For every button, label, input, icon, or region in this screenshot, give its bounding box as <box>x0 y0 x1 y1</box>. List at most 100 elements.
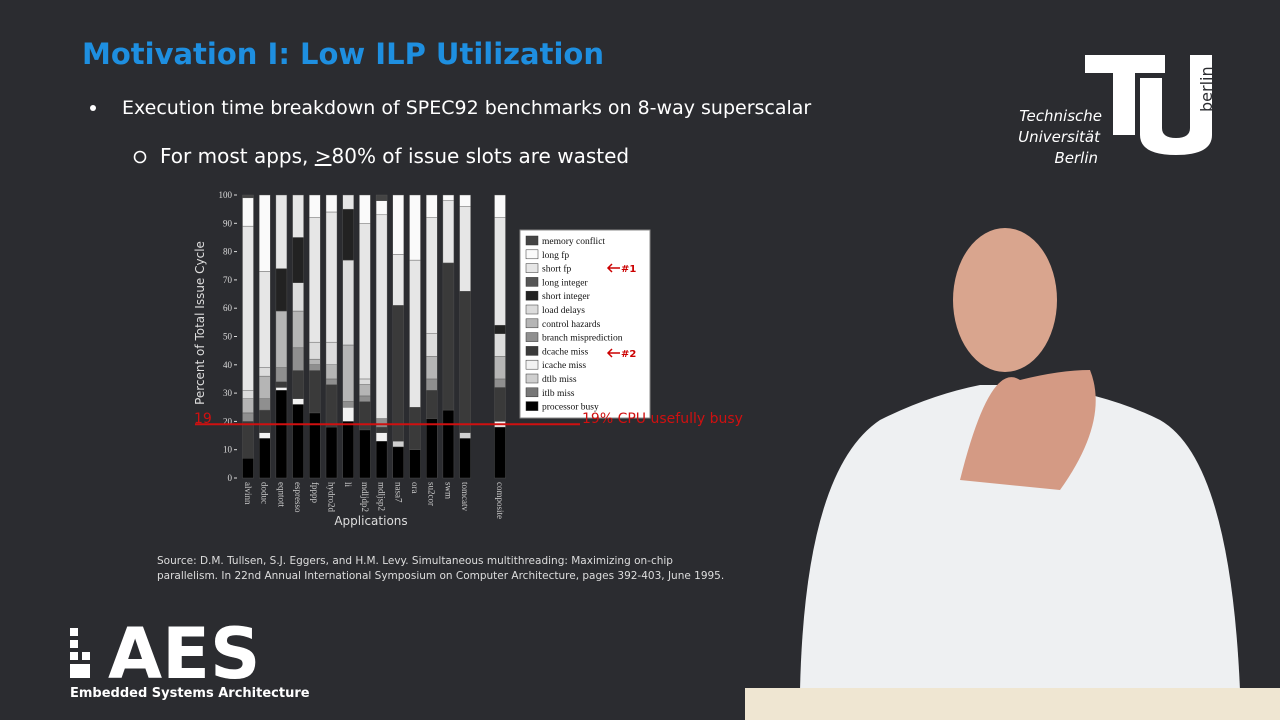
bar-segment <box>409 259 421 408</box>
bar-segment <box>442 194 455 201</box>
bar-segment <box>259 409 271 433</box>
y-tick-label: 10 <box>223 445 233 455</box>
bullet: Execution time breakdown of SPEC92 bench… <box>122 97 811 119</box>
bar-segment <box>426 418 438 479</box>
source: Source: D.M. Tullsen, S.J. Eggers, and H… <box>157 555 673 567</box>
bar-segment <box>325 364 338 380</box>
legend-label: branch misprediction <box>542 334 623 344</box>
legend-swatch <box>525 304 539 315</box>
bar-segment <box>375 194 388 201</box>
bar-segment <box>325 341 338 366</box>
bar-segment <box>242 225 254 391</box>
bar-segment <box>375 432 388 442</box>
legend-label: dtlb miss <box>542 375 577 385</box>
y-tick-label: 60 <box>223 303 233 313</box>
bar-segment <box>375 441 388 479</box>
bar-segment <box>292 404 304 479</box>
bar-segment <box>242 390 254 399</box>
y-tick-label: 90 <box>223 218 233 228</box>
bar-segment <box>459 438 471 479</box>
bar-segment <box>359 378 371 385</box>
legend-label: memory conflict <box>542 236 605 247</box>
busy-value: 19 <box>194 411 212 427</box>
slide-title: Motivation I: Low ILP Utilization <box>82 37 604 71</box>
x-tick-label: espresso <box>293 482 303 513</box>
arrow <box>606 263 620 273</box>
legend-box <box>519 229 651 419</box>
bar-segment <box>494 387 506 422</box>
bar-segment <box>292 282 304 312</box>
x-tick-label: alvinn <box>243 482 253 505</box>
bar-segment <box>242 421 254 459</box>
bar-segment <box>292 310 304 349</box>
bar-segment <box>342 344 354 402</box>
bar-segment <box>259 432 271 439</box>
bar-segment <box>494 378 506 388</box>
bar-segment <box>392 441 404 448</box>
legend-label: long integer <box>542 278 588 288</box>
bar-segment <box>342 259 354 346</box>
bar-segment <box>359 223 371 380</box>
x-tick-label: nasa7 <box>393 482 403 503</box>
bar-segment <box>259 367 271 377</box>
x-axis-label: Applications <box>334 514 407 528</box>
bar-segment <box>426 333 438 357</box>
bar-segment <box>259 438 271 479</box>
y-tick-label: 20 <box>223 416 233 426</box>
bar-segment <box>426 378 438 391</box>
y-tick-label: 100 <box>219 190 233 200</box>
bar-segment <box>442 409 455 479</box>
bar-segment <box>292 370 304 399</box>
x-tick-label: su2cor <box>427 482 437 506</box>
bar-segment <box>242 457 254 479</box>
bar-segment <box>375 214 388 419</box>
bar-segment <box>342 194 354 210</box>
bar-segment <box>275 390 288 479</box>
bar-segment <box>375 418 388 428</box>
bar-segment <box>392 254 404 306</box>
aes: AES <box>108 613 260 695</box>
bar-segment <box>359 194 371 224</box>
legend-swatch <box>525 387 539 398</box>
bar-segment <box>275 367 288 382</box>
bar-segment <box>494 194 506 218</box>
bar-segment <box>392 446 404 479</box>
x-tick-label: hydro2d <box>327 482 337 512</box>
chart: 0 10 20 30 40 50 60 70 80 90 100 Percent of Total I… <box>193 190 743 528</box>
bar-segment <box>325 426 338 479</box>
annotation: #2 <box>621 349 636 360</box>
bar-segment <box>359 384 371 397</box>
bar-segment <box>442 262 455 411</box>
legend-swatch <box>525 332 539 342</box>
legend-label: processor busy <box>542 403 599 413</box>
bar-segment <box>292 398 304 405</box>
legend-swatch <box>525 401 539 411</box>
bar-segment <box>494 356 506 380</box>
legend-label: long fp <box>542 250 569 261</box>
x-tick-label: mdljsp2 <box>377 482 387 511</box>
bar-segment <box>342 421 354 479</box>
bar-segment <box>309 194 321 218</box>
presenter <box>745 228 1280 720</box>
bar-segment <box>426 194 438 218</box>
legend-label: short fp <box>542 264 572 275</box>
text: 80% of issue slots are wasted <box>332 144 630 168</box>
bar-segment <box>242 398 254 414</box>
annotation: #1 <box>621 264 636 275</box>
bar-segment <box>275 194 288 269</box>
bar-segment <box>309 370 321 414</box>
bar-segment <box>325 384 338 428</box>
bar-segment <box>275 387 288 391</box>
x-tick-label: ora <box>410 482 420 494</box>
x-tick-label: tomcatv <box>460 482 470 511</box>
y-axis-label: Percent of Total Issue Cycle <box>193 241 207 405</box>
bar-segment <box>426 356 438 380</box>
text: For most apps, <box>160 144 315 168</box>
bar-segment <box>242 197 254 227</box>
x-tick-label: eqntott <box>276 482 286 507</box>
x-tick-label: swm <box>443 482 453 499</box>
bar-segment <box>494 333 506 357</box>
bar-segment <box>342 208 354 261</box>
bar-segment <box>309 412 321 479</box>
busy-label: 19% CPU usefully busy <box>582 411 743 427</box>
